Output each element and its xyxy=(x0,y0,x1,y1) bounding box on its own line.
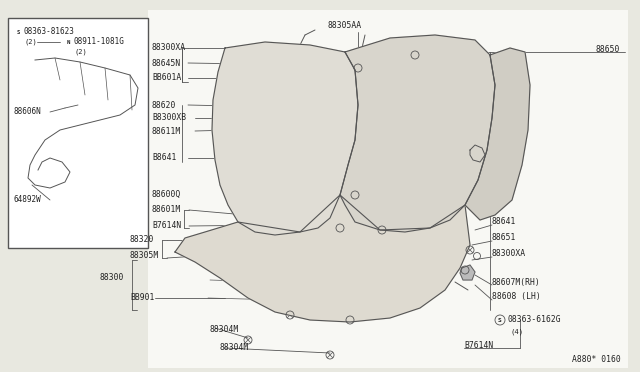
Text: 88642: 88642 xyxy=(375,44,399,52)
Text: (4): (4) xyxy=(511,329,524,335)
Text: 88650: 88650 xyxy=(595,45,620,55)
Text: (2): (2) xyxy=(24,39,36,45)
Polygon shape xyxy=(175,195,470,322)
Text: 64892W: 64892W xyxy=(14,196,42,205)
Polygon shape xyxy=(340,35,495,232)
Polygon shape xyxy=(212,42,358,235)
Text: 88304M: 88304M xyxy=(220,343,249,353)
Text: S: S xyxy=(498,317,502,323)
Text: 88645N: 88645N xyxy=(152,58,181,67)
Text: 88300XA: 88300XA xyxy=(492,250,526,259)
Text: 88304M: 88304M xyxy=(210,326,239,334)
Text: 08363-81623: 08363-81623 xyxy=(23,28,74,36)
Text: 88300XA: 88300XA xyxy=(152,44,186,52)
Text: 88670: 88670 xyxy=(492,160,516,169)
Text: 88641: 88641 xyxy=(492,218,516,227)
Polygon shape xyxy=(465,48,530,220)
Text: 88645N: 88645N xyxy=(492,144,521,153)
Text: 88600H: 88600H xyxy=(380,67,409,77)
Text: 88300: 88300 xyxy=(100,273,124,282)
Text: (2): (2) xyxy=(75,49,88,55)
Text: 88300XB: 88300XB xyxy=(492,93,526,103)
Bar xyxy=(148,10,628,368)
Text: B7614N: B7614N xyxy=(152,221,181,231)
Text: 88601A: 88601A xyxy=(492,110,521,119)
Text: B8641: B8641 xyxy=(152,154,177,163)
Text: 88305M: 88305M xyxy=(130,250,159,260)
Text: S: S xyxy=(17,29,20,35)
Text: B8300XB: B8300XB xyxy=(152,113,186,122)
FancyArrowPatch shape xyxy=(333,59,337,61)
Text: 88305AA: 88305AA xyxy=(328,20,362,29)
Text: 08911-1081G: 08911-1081G xyxy=(73,38,124,46)
Text: N: N xyxy=(67,39,70,45)
Text: 88661: 88661 xyxy=(492,176,516,185)
Text: 88606N: 88606N xyxy=(14,108,42,116)
Text: 88620: 88620 xyxy=(152,100,177,109)
Text: 88611M: 88611M xyxy=(152,126,181,135)
Text: BB601A: BB601A xyxy=(152,74,181,83)
Text: 88651: 88651 xyxy=(492,234,516,243)
Polygon shape xyxy=(460,265,475,280)
Bar xyxy=(8,18,148,248)
Text: 88600Q: 88600Q xyxy=(152,189,181,199)
Text: 08363-6162G: 08363-6162G xyxy=(507,315,561,324)
Text: 88608 (LH): 88608 (LH) xyxy=(492,292,541,301)
Text: A880* 0160: A880* 0160 xyxy=(572,356,621,365)
Text: BB901: BB901 xyxy=(130,294,154,302)
Text: 88601M: 88601M xyxy=(152,205,181,215)
Text: 88607M(RH): 88607M(RH) xyxy=(492,278,541,286)
Text: B7614N: B7614N xyxy=(464,340,493,350)
Text: 88320: 88320 xyxy=(130,235,154,244)
